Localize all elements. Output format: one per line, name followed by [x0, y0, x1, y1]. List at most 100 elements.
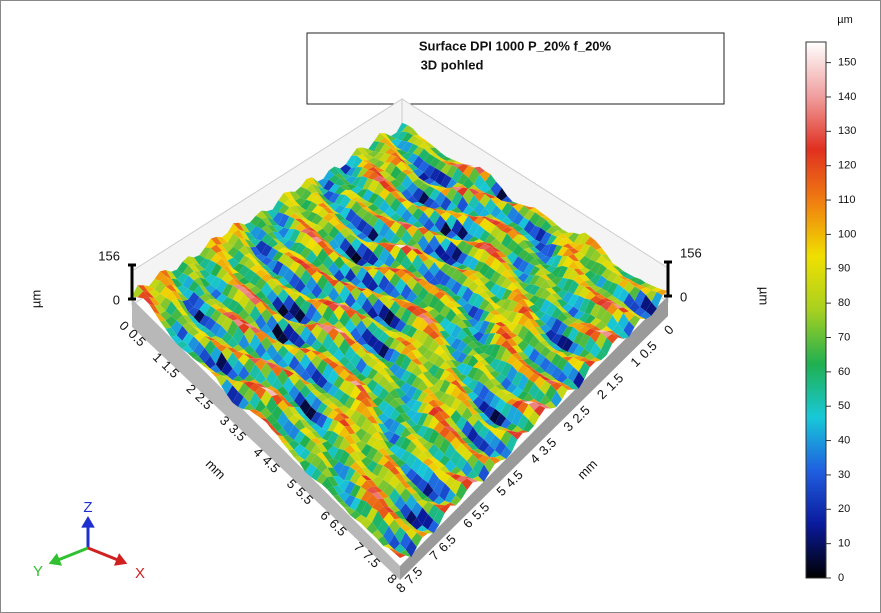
surface-cell [193, 271, 205, 280]
surface-cell [383, 348, 395, 362]
surface-cell [361, 313, 373, 319]
surface-cell [490, 251, 502, 258]
surface-cell [423, 283, 435, 293]
surface-cell [244, 292, 256, 300]
surface-cell [344, 418, 356, 426]
surface-cell [406, 245, 418, 250]
surface-cell [461, 375, 473, 387]
surface-cell [573, 310, 585, 320]
surface-cell [623, 321, 635, 338]
surface-cell [550, 350, 563, 354]
surface-cell [539, 340, 551, 347]
surface-cell [534, 258, 546, 265]
surface-cell [506, 346, 518, 355]
surface-cell [551, 245, 563, 258]
surface-cell [232, 313, 244, 321]
surface-cell [578, 348, 590, 358]
surface-cell [440, 209, 452, 213]
surface-cell [333, 305, 345, 321]
surface-cell [339, 189, 351, 195]
surface-cell [339, 219, 351, 226]
surface-cell [333, 332, 345, 349]
surface-cell [177, 273, 189, 286]
surface-cell [282, 443, 294, 450]
surface-cell [400, 299, 412, 304]
surface-cell [573, 331, 585, 345]
surface-cell [328, 183, 340, 193]
surface-cell [439, 361, 451, 370]
surface-cell [411, 400, 423, 413]
surface-cell [405, 487, 417, 494]
surface-cell [339, 256, 351, 264]
surface-cell [327, 419, 339, 432]
surface-cell [450, 480, 462, 495]
surface-cell [479, 171, 491, 182]
z-tick-label: 0 [113, 292, 120, 307]
surface-cell [355, 391, 367, 402]
surface-cell [243, 374, 255, 382]
surface-cell [255, 297, 267, 305]
surface-cell [567, 306, 579, 318]
surface-cell [372, 476, 384, 488]
surface-cell [640, 311, 652, 320]
surface-cell [584, 299, 596, 315]
surface-cell [249, 258, 261, 266]
surface-cell [435, 157, 447, 161]
surface-cell [378, 362, 390, 369]
surface-cell [232, 351, 244, 360]
surface-cell [518, 229, 530, 236]
surface-cell [528, 399, 540, 403]
surface-cell [282, 377, 295, 394]
surface-cell [238, 309, 250, 321]
surface-cell [350, 233, 362, 240]
surface-cell [534, 212, 547, 217]
surface-cell [534, 327, 546, 335]
surface-cell [288, 373, 300, 386]
surface-cell [294, 242, 306, 255]
surface-cell [339, 194, 351, 208]
surface-cell [321, 417, 334, 431]
surface-cell [484, 297, 496, 304]
surface-cell [339, 252, 351, 259]
surface-cell [446, 159, 458, 163]
surface-cell [378, 247, 390, 264]
surface-cell [418, 204, 430, 209]
surface-cell [483, 445, 495, 458]
surface-cell [271, 429, 283, 437]
surface-cell [349, 399, 362, 411]
surface-cell [428, 457, 440, 463]
surface-cell [300, 300, 312, 315]
surface-cell [227, 223, 239, 234]
surface-cell [344, 282, 356, 287]
surface-cell [416, 525, 428, 532]
surface-cell [272, 275, 284, 280]
surface-cell [506, 311, 518, 324]
surface-cell [467, 391, 479, 402]
surface-cell [394, 466, 406, 476]
surface-cell [495, 389, 507, 399]
surface-cell [523, 364, 535, 370]
surface-cell [601, 298, 613, 302]
surface-cell [534, 216, 546, 228]
surface-cell [556, 299, 568, 308]
surface-cell [511, 359, 523, 372]
surface-cell [440, 174, 452, 189]
surface-cell [484, 355, 496, 366]
surface-cell [295, 197, 307, 207]
surface-cell [634, 285, 646, 290]
surface-cell [433, 504, 445, 509]
surface-cell [221, 332, 233, 344]
surface-cell [579, 281, 591, 288]
surface-cell [551, 293, 563, 300]
surface-cell [501, 288, 513, 301]
surface-cell [579, 267, 591, 275]
surface-cell [545, 273, 557, 281]
surface-cell [361, 467, 373, 476]
surface-cell [238, 365, 250, 381]
surface-cell [461, 461, 473, 477]
surface-cell [489, 296, 501, 304]
surface-cell [299, 384, 311, 399]
surface-cell [440, 221, 452, 237]
surface-cell [227, 313, 239, 321]
surface-cell [328, 238, 340, 250]
